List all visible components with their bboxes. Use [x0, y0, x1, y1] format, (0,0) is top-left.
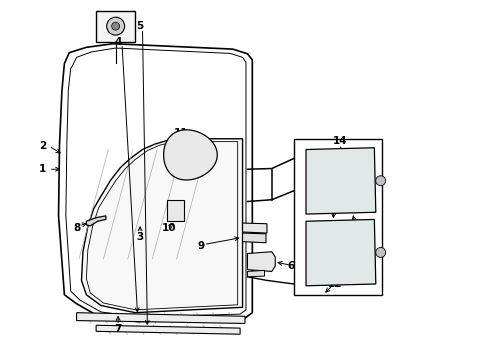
- Circle shape: [112, 22, 120, 30]
- Text: 14: 14: [333, 136, 347, 145]
- Text: 12: 12: [328, 279, 343, 289]
- Polygon shape: [164, 130, 217, 180]
- Polygon shape: [306, 220, 376, 286]
- Polygon shape: [58, 44, 252, 321]
- Polygon shape: [247, 252, 275, 271]
- Text: 8: 8: [73, 224, 80, 233]
- Text: 2: 2: [39, 141, 46, 151]
- Text: 3: 3: [136, 232, 144, 242]
- Circle shape: [107, 17, 124, 35]
- Text: 1: 1: [39, 164, 46, 174]
- Text: 5: 5: [136, 21, 144, 31]
- Circle shape: [376, 247, 386, 257]
- Text: 7: 7: [114, 324, 122, 334]
- Polygon shape: [167, 200, 184, 221]
- Polygon shape: [96, 325, 240, 334]
- Text: 6: 6: [288, 261, 295, 271]
- Text: 11: 11: [174, 129, 189, 138]
- Polygon shape: [96, 11, 135, 42]
- Polygon shape: [306, 148, 376, 214]
- Polygon shape: [76, 313, 245, 323]
- Circle shape: [376, 176, 386, 186]
- Polygon shape: [243, 223, 267, 233]
- Polygon shape: [81, 139, 243, 313]
- Text: 4: 4: [114, 37, 122, 47]
- Polygon shape: [243, 233, 266, 243]
- Text: 9: 9: [197, 241, 205, 251]
- Polygon shape: [86, 216, 106, 226]
- Text: 10: 10: [162, 224, 176, 233]
- Text: 13: 13: [355, 257, 369, 267]
- Polygon shape: [247, 270, 265, 277]
